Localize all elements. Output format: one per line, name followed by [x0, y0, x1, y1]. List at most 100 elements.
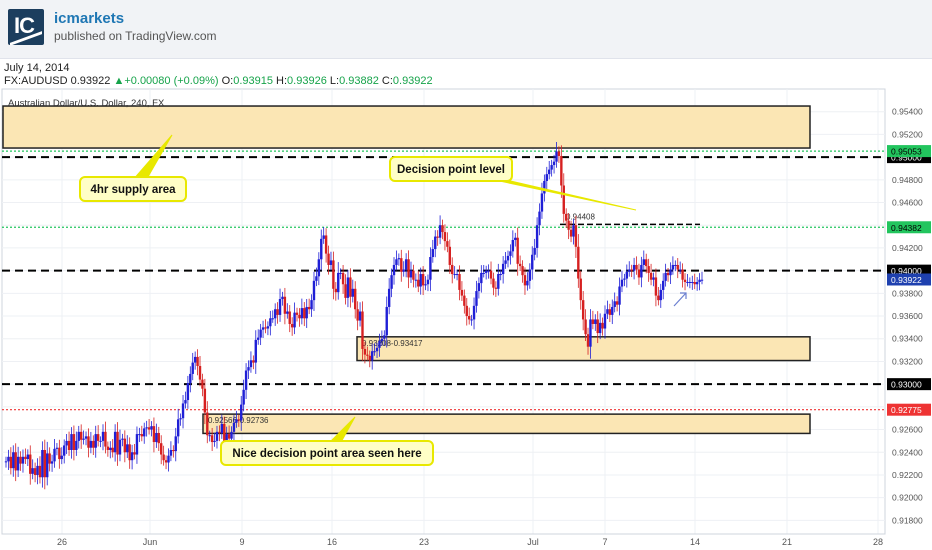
- candle-body: [548, 169, 551, 175]
- candle-body: [535, 225, 539, 248]
- candle-body: [635, 264, 638, 270]
- candle-body: [577, 246, 580, 279]
- candle-body: [594, 319, 597, 324]
- chart-grid: [1, 88, 886, 535]
- candle-body: [497, 274, 500, 289]
- arrow-icon: [673, 292, 687, 307]
- candle-body: [373, 351, 376, 353]
- candle-body: [383, 335, 386, 339]
- icmarkets-logo[interactable]: IC: [8, 9, 44, 45]
- candle-body: [247, 367, 250, 371]
- x-tick-label: 9: [239, 537, 244, 547]
- candle-body: [186, 383, 190, 401]
- candle-body: [293, 312, 296, 328]
- price-tag-label: 0.92775: [891, 405, 922, 415]
- candle-body: [395, 259, 398, 265]
- candle-body: [688, 281, 692, 283]
- zone-supply: [2, 105, 811, 149]
- candle-body: [329, 260, 333, 265]
- publisher-header: IC icmarkets published on TradingView.co…: [0, 0, 932, 59]
- candle-body: [196, 356, 199, 366]
- y-tick-label: 0.93800: [892, 288, 923, 298]
- candle-body: [89, 440, 93, 448]
- candle-body: [351, 288, 354, 297]
- candle-body: [60, 455, 63, 460]
- high-value: 0.93926: [287, 75, 327, 87]
- candle-body: [484, 270, 488, 273]
- candle-body: [499, 274, 502, 276]
- candle-body: [249, 360, 253, 368]
- candle-body: [521, 266, 524, 276]
- candle-body: [421, 274, 425, 286]
- candle-body: [509, 251, 512, 256]
- candle-body: [526, 280, 529, 286]
- candle-body: [402, 269, 405, 272]
- candle-body: [460, 289, 464, 296]
- candle-body: [307, 306, 311, 310]
- candle-body: [543, 180, 546, 194]
- candle-body: [324, 235, 328, 254]
- candle-body: [494, 287, 498, 289]
- price-tag-label: 0.95053: [891, 147, 922, 157]
- candle-body: [48, 453, 51, 464]
- candle-body: [596, 319, 599, 334]
- candle-body: [431, 249, 435, 258]
- candle-body: [215, 431, 219, 441]
- candle-body: [312, 280, 316, 301]
- candle-body: [16, 456, 20, 471]
- candle-body: [29, 454, 32, 474]
- candle-body: [426, 279, 430, 285]
- candle-body: [414, 279, 418, 281]
- candle-body: [545, 174, 548, 181]
- candle-body: [385, 306, 388, 336]
- price-tag-label: 0.95000: [891, 153, 922, 163]
- high-label: H:: [276, 75, 288, 87]
- candle-body: [252, 360, 255, 363]
- price-tag: [887, 145, 931, 158]
- x-tick-label: 14: [690, 537, 700, 547]
- open-value: 0.93915: [233, 75, 273, 87]
- zone-demand-2: [202, 413, 811, 435]
- candle-body: [681, 269, 684, 280]
- candle-body: [467, 316, 471, 320]
- candle-body: [465, 305, 468, 317]
- candle-body: [152, 426, 156, 443]
- candle-body: [160, 443, 163, 455]
- chart-title: Australian Dollar/U.S. Dollar, 240, FX: [8, 98, 165, 109]
- candle-body: [24, 456, 27, 460]
- candle-body: [564, 213, 568, 221]
- x-tick-label: Jun: [143, 537, 158, 547]
- candle-body: [349, 277, 352, 297]
- candle-body: [169, 449, 173, 456]
- candle-body: [341, 272, 345, 285]
- candle-body: [387, 288, 391, 307]
- candle-body: [19, 456, 22, 464]
- y-tick-label: 0.93400: [892, 334, 923, 344]
- candle-body: [63, 445, 66, 456]
- candle-body: [72, 434, 76, 450]
- candle-body: [608, 309, 612, 315]
- candle-body: [640, 264, 643, 278]
- candle-body: [317, 259, 321, 277]
- candle-body: [441, 225, 444, 233]
- candle-body: [598, 322, 602, 334]
- candle-body: [320, 238, 323, 260]
- candle-body: [271, 318, 274, 320]
- close-value: 0.93922: [392, 75, 433, 87]
- candle-body: [678, 269, 682, 271]
- candle-body: [332, 260, 335, 289]
- candle-body: [138, 434, 141, 436]
- x-tick-label: 23: [419, 537, 429, 547]
- candle-body: [533, 247, 536, 255]
- candle-body: [555, 151, 558, 162]
- low-value: 0.93882: [339, 75, 379, 87]
- candle-body: [664, 272, 667, 281]
- y-tick-label: 0.91800: [892, 515, 923, 525]
- candle-body: [264, 327, 267, 329]
- candle-body: [695, 281, 699, 285]
- candle-body: [472, 305, 476, 320]
- candle-body: [174, 436, 177, 452]
- publisher-name[interactable]: icmarkets: [54, 10, 125, 27]
- plot-frame: [1, 88, 886, 535]
